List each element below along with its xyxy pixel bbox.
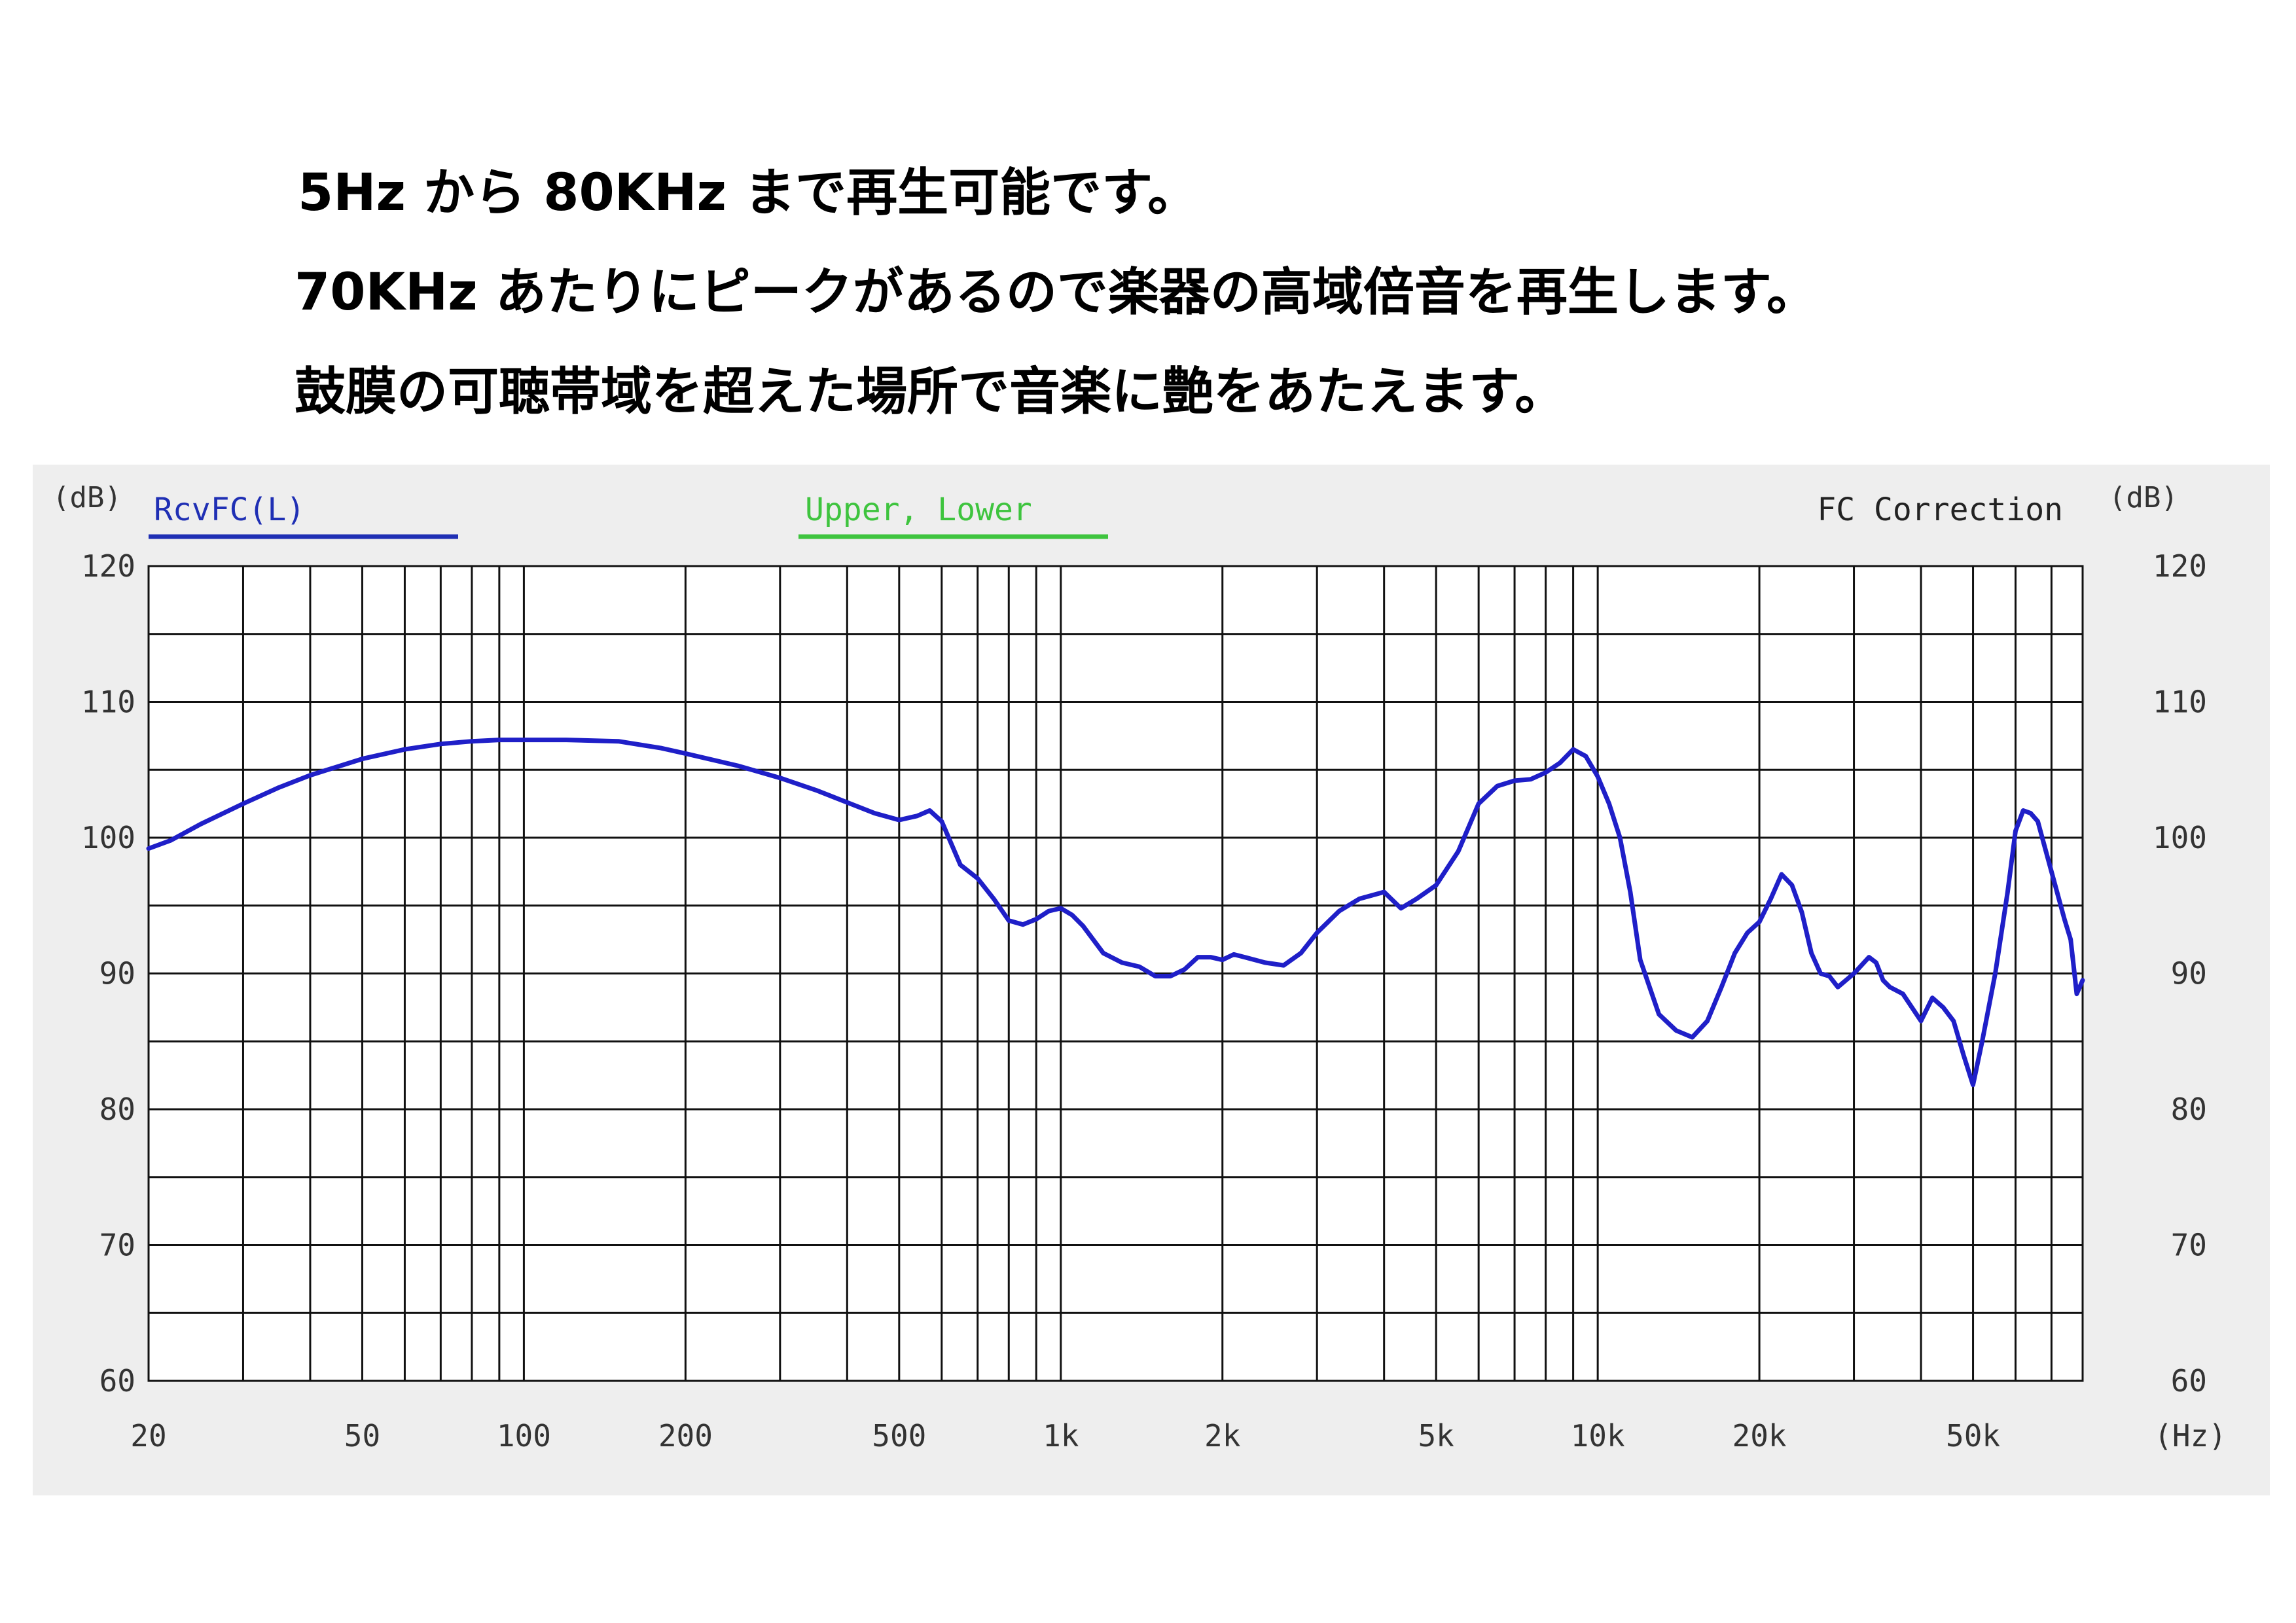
- y-tick-label-right: 60: [2171, 1363, 2207, 1399]
- series-line-rcvfc: [146, 738, 2085, 1088]
- y-axis-label-left: (dB): [52, 481, 122, 514]
- headline-1: 5Hz から 80KHz まで再生可能です。: [298, 164, 1199, 223]
- y-axis-label-right: (dB): [2109, 481, 2178, 514]
- legend-rcvfc-label: RcvFC(L): [154, 491, 305, 528]
- y-tick-label-right: 120: [2153, 548, 2207, 584]
- x-tick-label: 50: [344, 1418, 380, 1454]
- x-tick-label: 500: [872, 1418, 926, 1454]
- y-tick-label-right: 80: [2171, 1092, 2207, 1127]
- frequency-response-chart: 120 110 100 90 80 70 60 120 110 100 90 80 70 60 20 50…: [33, 465, 2270, 1495]
- y-tick-label-left: 120: [81, 548, 135, 584]
- x-axis: 20 50 100 200 500 1k 2k 5k 10k 20k 50k: [130, 1418, 2000, 1454]
- x-tick-label: 100: [497, 1418, 551, 1454]
- x-tick-label: 20: [130, 1418, 166, 1454]
- x-tick-label: 200: [658, 1418, 713, 1454]
- grid: [149, 566, 2083, 1381]
- legend-fc-correction-label: FC Correction: [1817, 491, 2063, 528]
- x-tick-label: 20k: [1732, 1418, 1787, 1454]
- chart-svg: 120 110 100 90 80 70 60 120 110 100 90 80 70 60 20 50…: [52, 481, 2227, 1454]
- y-tick-label-right: 110: [2153, 685, 2207, 720]
- y-tick-label-right: 90: [2171, 956, 2207, 991]
- x-tick-label: 5k: [1418, 1418, 1454, 1454]
- x-tick-label: 1k: [1043, 1418, 1079, 1454]
- legend-upper-lower-label: Upper, Lower: [805, 491, 1032, 528]
- y-tick-label-left: 80: [99, 1092, 135, 1127]
- x-axis-label: (Hz): [2154, 1418, 2227, 1454]
- y-tick-label-right: 70: [2171, 1228, 2207, 1263]
- y-tick-label-right: 100: [2153, 820, 2207, 855]
- y-tick-label-left: 70: [99, 1228, 135, 1263]
- y-tick-label-left: 60: [99, 1363, 135, 1399]
- x-tick-label: 10k: [1571, 1418, 1625, 1454]
- x-tick-label: 50k: [1946, 1418, 2000, 1454]
- y-tick-label-left: 90: [99, 956, 135, 991]
- plot-border: [147, 565, 2084, 1382]
- y-tick-label-left: 110: [81, 685, 135, 720]
- y-axis-right: 120 110 100 90 80 70 60: [2153, 548, 2207, 1399]
- headline-2: 70KHz あたりにピークがあるので楽器の高域倍音を再生します。: [295, 263, 1818, 322]
- headline-3: 鼓膜の可聴帯域を超えた場所で音楽に艶をあたえます。: [295, 363, 1566, 421]
- y-tick-label-left: 100: [81, 820, 135, 855]
- y-axis-left: 120 110 100 90 80 70 60: [81, 548, 135, 1399]
- x-tick-label: 2k: [1204, 1418, 1240, 1454]
